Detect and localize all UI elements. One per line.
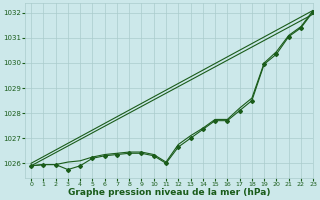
X-axis label: Graphe pression niveau de la mer (hPa): Graphe pression niveau de la mer (hPa)	[68, 188, 270, 197]
